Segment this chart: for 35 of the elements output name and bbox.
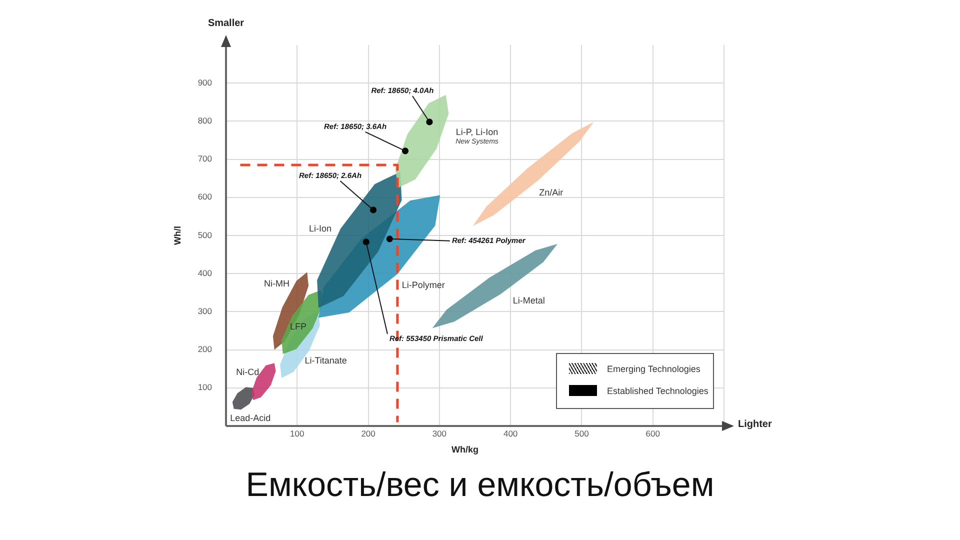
point [370,206,377,214]
x-axis-title: Wh/kg [452,444,478,454]
series-label: Zn/Air [539,188,564,198]
y-tick-label: 800 [198,116,212,126]
text: Lighter [738,418,772,430]
series-label: Ni-Cd [236,366,260,377]
text: Емкость/вес и емкость/объем [244,466,716,505]
y-tick-label: 500 [198,230,212,240]
y-tick-label: 200 [198,344,212,354]
series-label: Lead-Acid [230,412,271,423]
point [402,148,409,154]
annotation: Emerging Technologies [607,364,700,374]
point [362,238,370,246]
y-tick-label: 400 [198,268,212,278]
y-axis-title: Wh/l [172,226,182,245]
x-tick-label: 600 [646,428,660,438]
series-label: Li-Metal [512,295,545,306]
x-tick-label: 500 [574,428,590,438]
x-tick-label: 100 [290,428,305,438]
series-label: Li-Ion [309,224,332,234]
annotation: Established Technologies [607,386,708,396]
y-tick-label: 600 [198,192,212,202]
y-tick-label: 300 [198,306,212,316]
x-tick-label: 200 [361,428,376,438]
legend-box: Emerging Technologies Established Technologies [556,353,714,409]
y-tick-label: 900 [198,77,212,88]
x-tick-label: 300 [432,428,447,438]
series-label: Li-Titanate [304,355,347,366]
x-tick-label: 400 [503,428,518,438]
series-label: Ni-MH [264,278,290,288]
y-tick-label: 100 [198,382,212,392]
y-tick-label: 700 [198,154,212,164]
series-label: LFP [290,321,307,332]
series-label: Li-Polymer [402,280,445,290]
text: Smaller [208,18,244,29]
